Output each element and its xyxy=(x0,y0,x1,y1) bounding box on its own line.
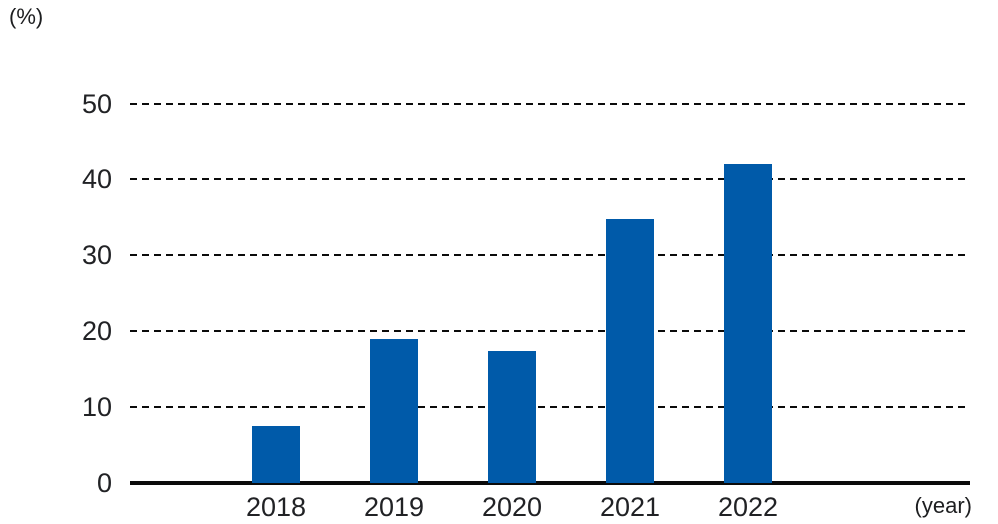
bar-2019 xyxy=(370,338,418,483)
x-axis-line xyxy=(130,481,970,485)
x-tick-label-2021: 2021 xyxy=(599,492,661,522)
gridline-30 xyxy=(130,254,970,257)
y-axis-unit-label: (%) xyxy=(9,4,44,29)
bar-2022 xyxy=(724,164,772,483)
x-axis-unit-label: (year) xyxy=(914,493,972,518)
y-tick-label-50: 50 xyxy=(81,88,112,119)
bar-2021 xyxy=(606,218,654,483)
x-tick-label-2022: 2022 xyxy=(717,492,779,522)
x-tick-label-2018: 2018 xyxy=(245,492,307,522)
gridline-20 xyxy=(130,330,970,333)
x-tick-label-2019: 2019 xyxy=(363,492,425,522)
x-tick-label-2020: 2020 xyxy=(481,492,543,522)
y-tick-label-10: 10 xyxy=(81,392,112,423)
bar-2018 xyxy=(252,426,300,483)
bar-2020 xyxy=(488,350,536,483)
gridline-40 xyxy=(130,178,970,181)
y-tick-label-0: 0 xyxy=(96,468,112,498)
y-tick-label-20: 20 xyxy=(81,316,112,347)
y-tick-label-40: 40 xyxy=(81,164,112,195)
gridline-10 xyxy=(130,406,970,409)
y-tick-label-30: 30 xyxy=(81,240,112,271)
gridline-50 xyxy=(130,102,970,105)
